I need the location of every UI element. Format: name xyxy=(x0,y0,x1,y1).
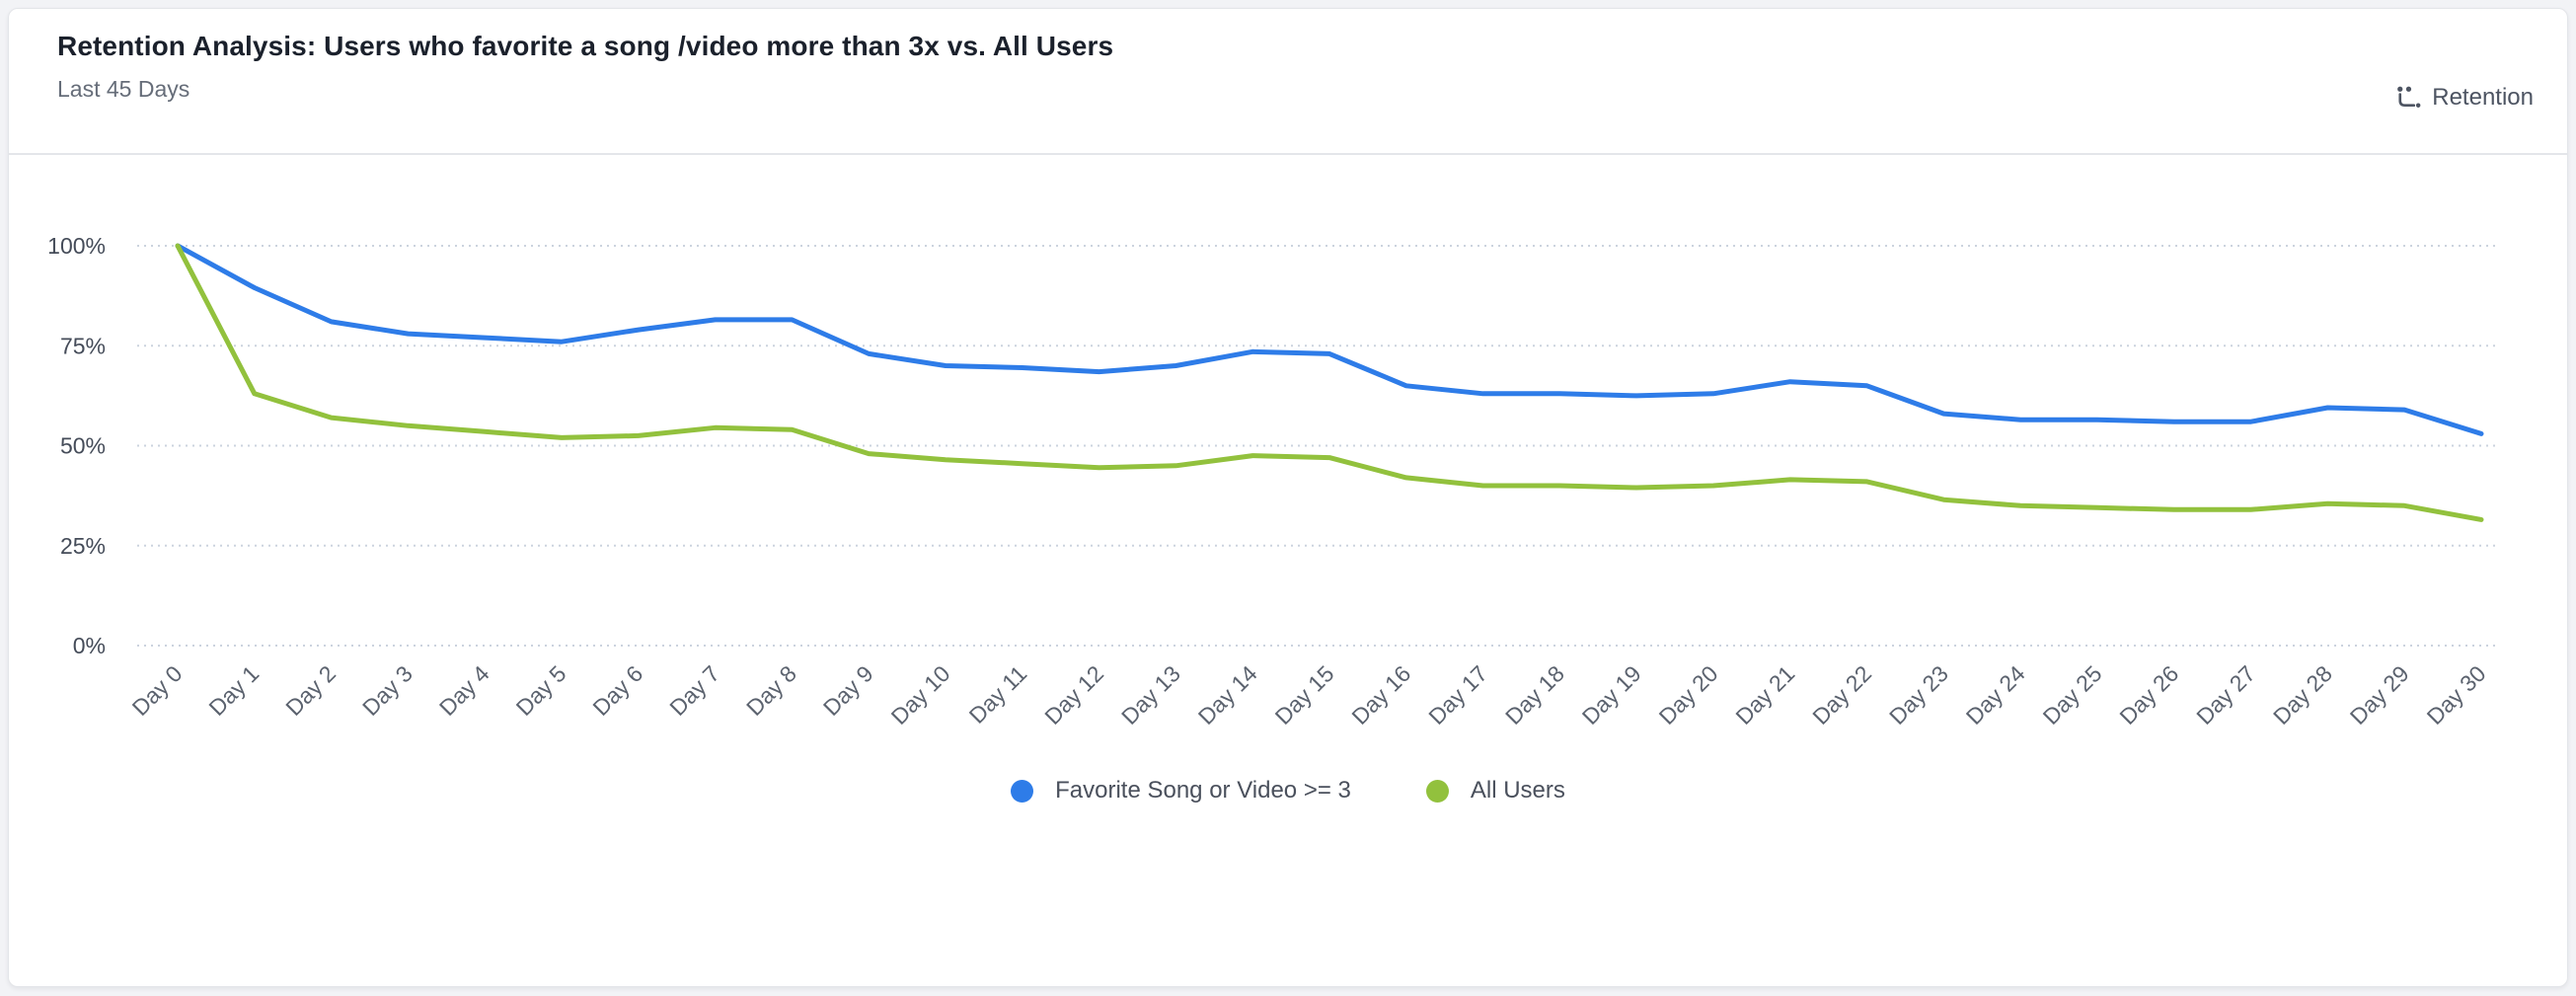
x-axis-tick-label: Day 30 xyxy=(2422,660,2491,729)
y-axis-tick-label: 100% xyxy=(47,233,106,259)
legend-dot-green xyxy=(1425,779,1449,803)
series-line-all-users[interactable] xyxy=(175,243,2484,522)
x-axis-tick-label: Day 7 xyxy=(664,660,724,721)
x-axis-tick-label: Day 25 xyxy=(2038,660,2107,729)
x-axis-tick-label: Day 28 xyxy=(2268,660,2337,729)
legend-item-favorite-cohort[interactable]: Favorite Song or Video >= 3 xyxy=(1011,777,1351,804)
chart-type-label: Retention xyxy=(2432,83,2534,111)
x-axis-tick-label: Day 4 xyxy=(434,660,494,721)
x-axis-tick-label: Day 11 xyxy=(964,660,1032,728)
x-axis-tick-label: Day 15 xyxy=(1270,660,1339,729)
retention-line-chart: 100% 75% 50% 25% 0% Day 0 Day 1 Day 2 Day 3 Day 4… xyxy=(47,233,2500,729)
x-axis-tick-label: Day 2 xyxy=(280,660,341,721)
x-axis-tick-label: Day 24 xyxy=(1961,660,2030,729)
retention-analysis-card: Retention Analysis: Users who favorite a… xyxy=(8,8,2568,987)
x-axis-tick-label: Day 29 xyxy=(2345,660,2414,729)
x-axis-tick-label: Day 21 xyxy=(1730,660,1799,729)
retention-curve-icon xyxy=(2392,82,2423,113)
chart-type-indicator: Retention xyxy=(2392,82,2534,113)
x-axis-tick-label: Day 5 xyxy=(511,660,571,721)
chart-legend: Favorite Song or Video >= 3 All Users xyxy=(9,777,2567,804)
date-range-label: Last 45 Days xyxy=(57,76,190,102)
x-axis-tick-label: Day 16 xyxy=(1346,660,1415,729)
x-axis-tick-label: Day 8 xyxy=(741,660,801,721)
x-axis-tick-label: Day 3 xyxy=(357,660,417,721)
x-axis-tick-label: Day 14 xyxy=(1193,660,1262,729)
x-axis-tick-label: Day 19 xyxy=(1577,660,1646,729)
x-axis-tick-label: Day 1 xyxy=(203,660,264,721)
x-axis-tick-label: Day 22 xyxy=(1807,660,1876,729)
legend-dot-blue xyxy=(1011,779,1034,803)
x-axis-tick-label: Day 9 xyxy=(818,660,878,721)
x-axis-tick-label: Day 13 xyxy=(1116,660,1185,729)
card-header: Retention Analysis: Users who favorite a… xyxy=(9,9,2567,155)
x-axis-tick-label: Day 0 xyxy=(127,660,188,721)
x-axis-tick-label: Day 27 xyxy=(2191,660,2260,729)
x-axis-tick-label: Day 20 xyxy=(1654,660,1723,729)
x-axis-tick-label: Day 12 xyxy=(1039,660,1108,729)
y-axis-tick-label: 75% xyxy=(60,333,106,358)
y-axis-tick-label: 25% xyxy=(60,533,106,559)
series-line-favorite-cohort[interactable] xyxy=(175,243,2484,436)
x-axis-tick-label: Day 18 xyxy=(1500,660,1569,729)
page-title: Retention Analysis: Users who favorite a… xyxy=(57,31,1114,61)
y-axis-tick-label: 50% xyxy=(60,433,106,459)
x-axis-tick-label: Day 23 xyxy=(1884,660,1953,729)
legend-item-all-users[interactable]: All Users xyxy=(1425,777,1565,804)
y-axis-tick-label: 0% xyxy=(73,633,106,658)
legend-label: All Users xyxy=(1470,777,1565,804)
x-axis-tick-label: Day 17 xyxy=(1423,660,1492,729)
x-axis-tick-label: Day 6 xyxy=(587,660,647,721)
x-axis-tick-label: Day 26 xyxy=(2114,660,2183,729)
legend-label: Favorite Song or Video >= 3 xyxy=(1055,777,1351,804)
x-axis-tick-label: Day 10 xyxy=(886,660,955,729)
